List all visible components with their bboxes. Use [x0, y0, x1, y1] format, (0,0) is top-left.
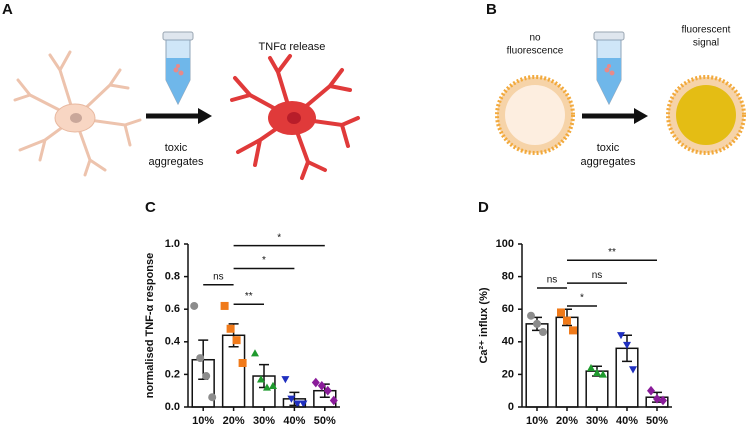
data-point [196, 354, 205, 363]
data-point [617, 332, 625, 340]
data-point [238, 358, 247, 367]
panel-label: fluorescent [682, 25, 731, 36]
bar [525, 323, 549, 408]
data-point [311, 377, 320, 388]
x-tick-label: 10% [526, 415, 548, 427]
data-point [208, 393, 217, 402]
data-point [629, 366, 637, 374]
arrow-label: toxic [597, 142, 620, 154]
resting-neuron [13, 50, 142, 177]
data-point [263, 383, 271, 391]
x-tick-label: 50% [646, 415, 668, 427]
y-tick-label: 0.8 [165, 271, 180, 283]
x-tick-label: 30% [253, 415, 275, 427]
data-point [653, 394, 661, 404]
y-tick-label: 0.4 [165, 336, 181, 348]
x-tick-label: 50% [314, 415, 336, 427]
significance-label: ns [547, 275, 558, 286]
data-point [293, 400, 302, 408]
x-tick-label: 20% [223, 415, 245, 427]
vesicle-lumen [676, 85, 736, 145]
nucleus [70, 113, 82, 123]
data-point [317, 381, 326, 391]
vesicle-lumen [505, 85, 565, 145]
panel-label: fluorescence [507, 46, 564, 57]
significance-label: ** [608, 247, 616, 258]
significance-label: * [277, 232, 281, 243]
panel-letter: A [2, 1, 13, 18]
data-point [281, 376, 290, 384]
arrow-label: aggregates [580, 156, 636, 168]
data-point [226, 324, 235, 333]
y-tick-label: 60 [502, 303, 514, 315]
x-tick-label: 40% [616, 415, 638, 427]
active-neuron [230, 54, 360, 180]
arrow-head [198, 108, 212, 124]
panel-letter: B [486, 1, 497, 18]
x-tick-label: 10% [192, 415, 214, 427]
data-point [232, 336, 241, 345]
data-point [257, 375, 265, 383]
y-tick-label: 0 [508, 401, 514, 413]
x-tick-label: 30% [586, 415, 608, 427]
data-point [557, 308, 565, 317]
data-point [623, 341, 631, 350]
data-point [323, 385, 332, 396]
significance-label: ** [245, 291, 253, 302]
data-point [190, 301, 199, 310]
arrow-head [634, 108, 648, 124]
data-point [593, 368, 601, 376]
panel-label: TNFα release [259, 41, 326, 53]
significance-label: ns [592, 270, 603, 281]
data-point [587, 363, 595, 372]
data-point [569, 326, 577, 335]
data-point [527, 311, 535, 320]
data-point [220, 301, 229, 310]
y-tick-label: 100 [496, 238, 514, 250]
y-tick-label: 20 [502, 368, 514, 380]
tube [593, 31, 625, 106]
panel-letter: C [145, 199, 156, 216]
y-axis-label: Ca²⁺ influx (%) [478, 287, 490, 363]
panel-label: signal [693, 38, 719, 49]
tube [162, 31, 194, 106]
y-tick-label: 80 [502, 271, 514, 283]
y-tick-label: 0.6 [165, 303, 180, 315]
y-tick-label: 1.0 [165, 238, 180, 250]
data-point [659, 395, 667, 406]
significance-label: * [262, 255, 266, 266]
x-tick-label: 40% [283, 415, 305, 427]
data-point [287, 395, 296, 403]
y-axis-label: normalised TNF-α response [144, 253, 156, 399]
significance-label: ns [213, 271, 224, 282]
y-tick-label: 0.0 [165, 401, 180, 413]
data-point [251, 349, 259, 357]
data-point [539, 328, 547, 337]
data-point [563, 316, 571, 325]
data-point [533, 319, 541, 328]
data-point [329, 395, 338, 406]
data-point [647, 385, 655, 396]
data-point [299, 400, 308, 408]
nucleus [287, 112, 301, 124]
data-point [599, 370, 607, 378]
x-tick-label: 20% [556, 415, 578, 427]
significance-label: * [580, 293, 584, 304]
y-tick-label: 40 [502, 336, 514, 348]
y-tick-label: 0.2 [165, 368, 180, 380]
data-point [269, 381, 277, 390]
panel-label: no [529, 33, 541, 44]
arrow-label: toxic [165, 142, 188, 154]
data-point [202, 372, 211, 381]
panel-letter: D [478, 199, 489, 216]
arrow-label: aggregates [148, 156, 204, 168]
